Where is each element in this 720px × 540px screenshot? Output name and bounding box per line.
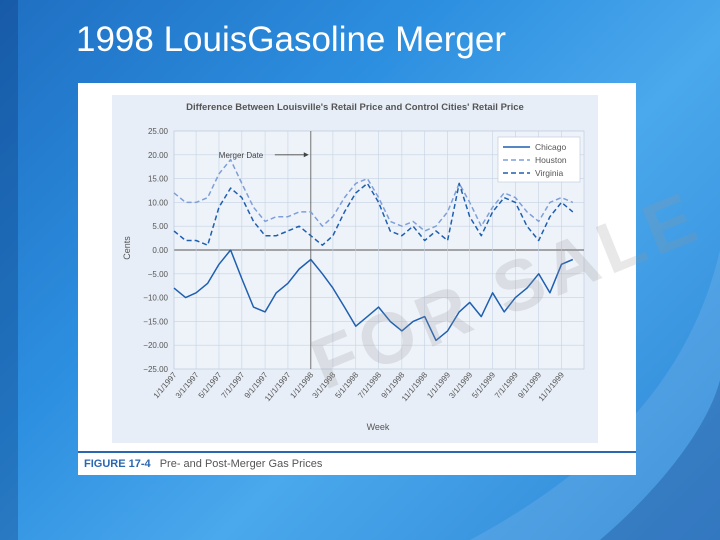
y-tick-label: 15.00 (148, 175, 169, 184)
series-line-houston (173, 158, 574, 232)
y-tick-label: 20.00 (148, 151, 169, 160)
y-tick-label: 5.00 (152, 222, 168, 231)
y-axis-label: Cents (122, 236, 132, 260)
y-tick-label: −10.00 (143, 294, 168, 303)
y-tick-label: 25.00 (148, 127, 169, 136)
decor-wave-2 (600, 380, 720, 540)
y-tick-label: −25.00 (143, 365, 168, 374)
chart-title: Difference Between Louisville's Retail P… (186, 102, 524, 113)
figure-caption-text: Pre- and Post-Merger Gas Prices (159, 458, 323, 470)
merger-date-annotation: Merger Date (219, 151, 264, 160)
legend-label-virginia: Virginia (535, 168, 563, 178)
y-tick-label: 0.00 (152, 246, 168, 255)
decor-left-band (0, 0, 18, 540)
y-tick-label: −20.00 (143, 341, 168, 350)
figure-card: Difference Between Louisville's Retail P… (78, 83, 636, 475)
series-line-chicago (173, 249, 574, 342)
x-axis-label: Week (367, 422, 390, 432)
legend-label-houston: Houston (535, 155, 567, 165)
legend-label-chicago: Chicago (535, 142, 566, 152)
merger-date-arrowhead (303, 152, 309, 158)
y-tick-label: −15.00 (143, 317, 168, 326)
y-tick-label: 10.00 (148, 198, 169, 207)
plot-area: 25.00 20.00 15.00 10.00 5.00 0.00 −5.00 −10.00 −… (143, 127, 585, 403)
figure-caption: FIGURE 17-4 Pre- and Post-Merger Gas Pri… (84, 458, 322, 470)
y-tick-label: −5.00 (148, 270, 169, 279)
decor-wave-1 (470, 250, 720, 540)
slide-title: 1998 LouisGasoline Merger (76, 20, 506, 59)
series-line-virginia (173, 182, 574, 246)
figure-caption-label: FIGURE 17-4 (84, 458, 151, 470)
chart: Difference Between Louisville's Retail P… (112, 95, 598, 443)
caption-rule (78, 451, 636, 453)
